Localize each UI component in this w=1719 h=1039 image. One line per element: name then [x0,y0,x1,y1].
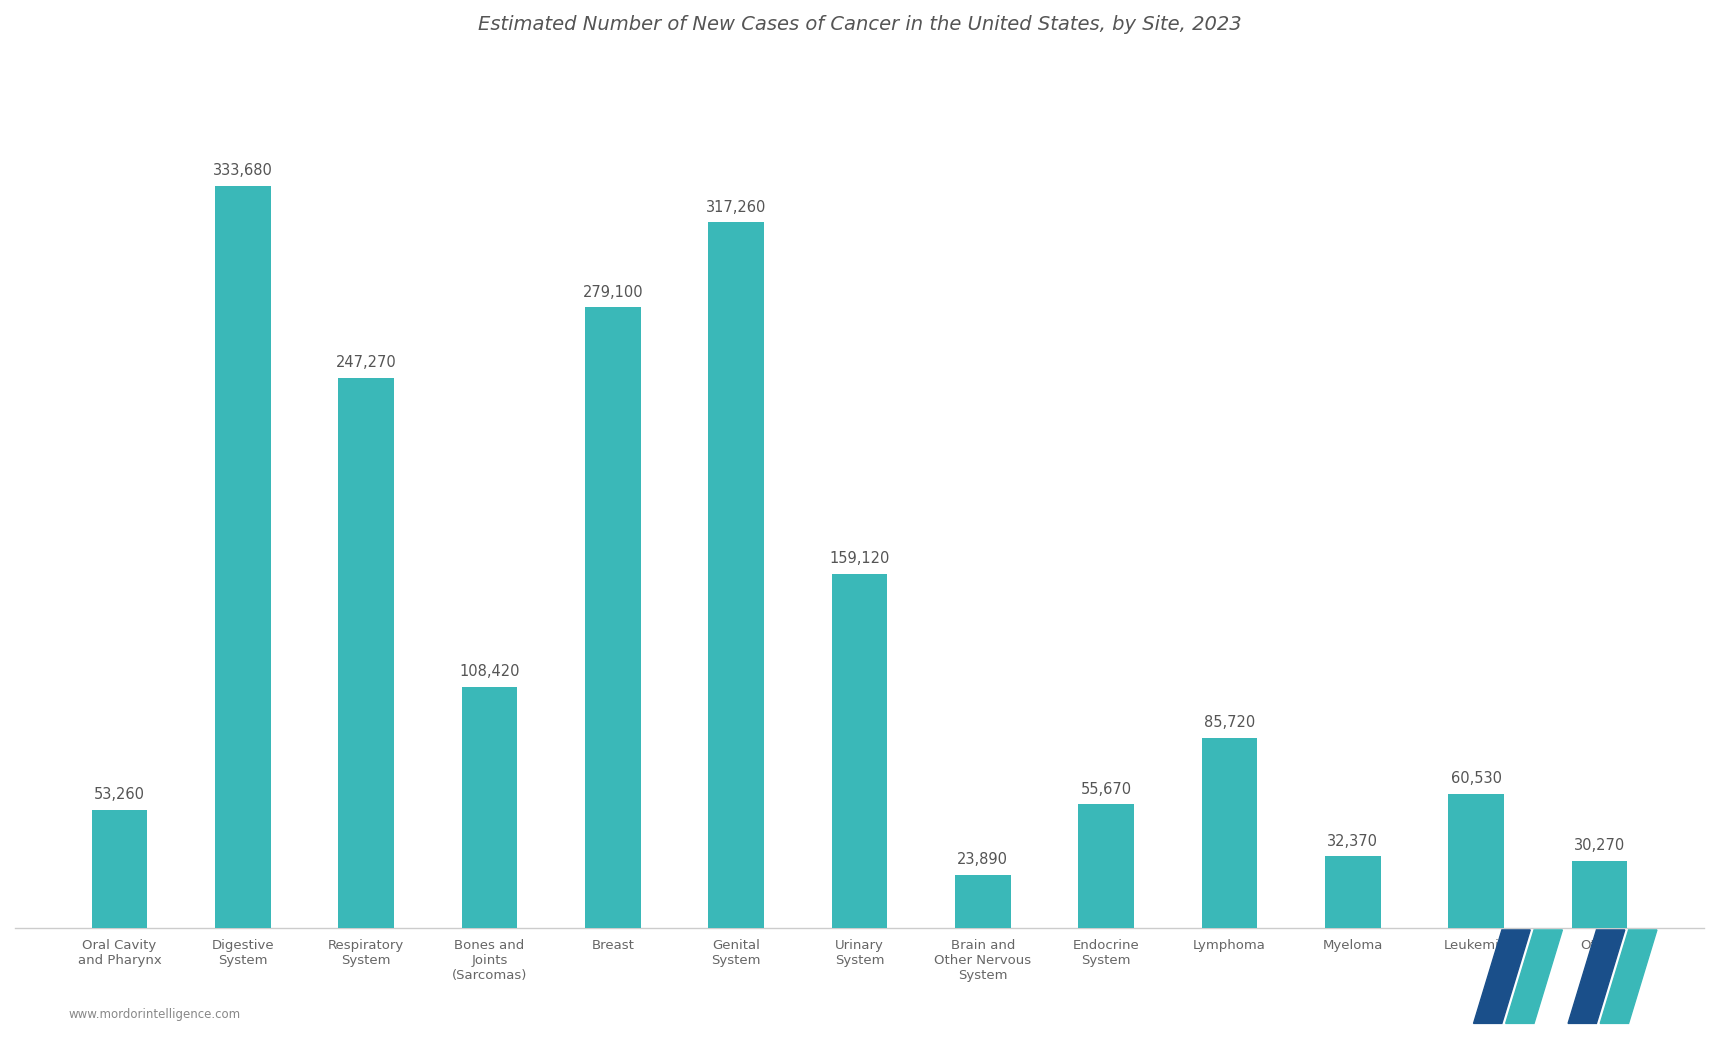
Text: 85,720: 85,720 [1203,715,1255,729]
Text: 32,370: 32,370 [1327,833,1379,849]
Bar [1449,794,1504,928]
Title: Estimated Number of New Cases of Cancer in the United States, by Site, 2023: Estimated Number of New Cases of Cancer … [478,15,1241,34]
Bar [1078,804,1135,928]
Text: 247,270: 247,270 [335,355,397,370]
Polygon shape [1600,930,1657,1023]
Bar [462,687,517,928]
Bar [91,809,148,928]
Bar [1325,856,1380,928]
Text: 159,120: 159,120 [829,552,890,566]
Text: 23,890: 23,890 [957,852,1009,868]
Text: 317,260: 317,260 [707,199,767,215]
Polygon shape [1473,930,1530,1023]
Bar [584,308,641,928]
Text: www.mordorintelligence.com: www.mordorintelligence.com [69,1008,241,1021]
Text: 53,260: 53,260 [95,787,144,802]
Polygon shape [1506,930,1563,1023]
Text: 108,420: 108,420 [459,664,519,680]
Text: 60,530: 60,530 [1451,771,1502,785]
Bar [1571,861,1628,928]
Text: 333,680: 333,680 [213,163,273,178]
Bar [832,575,887,928]
Bar [708,222,763,928]
Text: 30,270: 30,270 [1575,838,1624,853]
Bar [1202,738,1257,928]
Text: 279,100: 279,100 [583,285,643,299]
Text: 55,670: 55,670 [1081,781,1131,797]
Bar [215,186,270,928]
Bar [956,875,1011,928]
Bar [339,378,394,928]
Polygon shape [1568,930,1624,1023]
